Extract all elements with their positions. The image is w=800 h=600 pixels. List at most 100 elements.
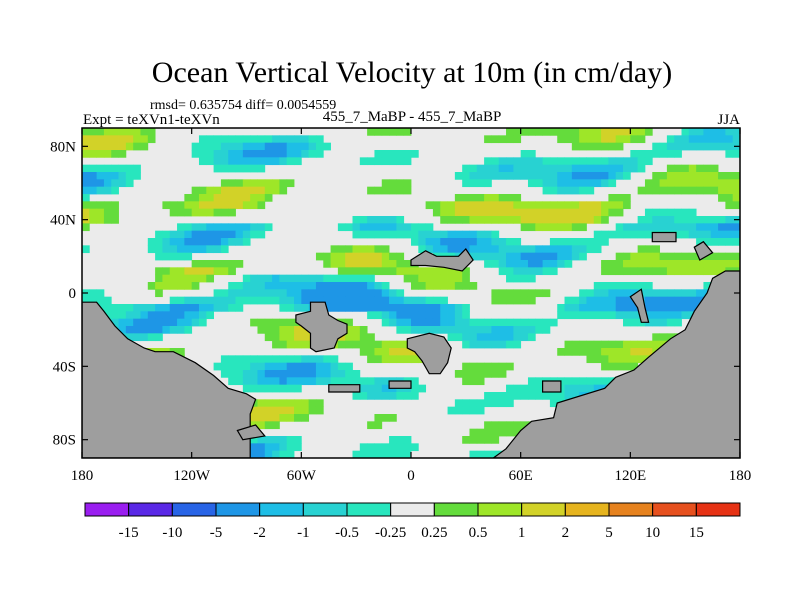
field-cell xyxy=(593,355,602,364)
field-cell xyxy=(623,362,631,371)
field-cell xyxy=(359,304,368,312)
field-cell xyxy=(615,304,624,312)
field-cell xyxy=(345,267,353,276)
field-cell xyxy=(630,267,639,276)
field-cell xyxy=(527,260,536,268)
field-cell xyxy=(286,179,295,188)
field-cell xyxy=(564,340,573,349)
field-cell xyxy=(688,186,697,195)
field-cell xyxy=(257,450,266,458)
field-cell xyxy=(593,289,602,298)
field-cell xyxy=(579,172,587,180)
field-cell xyxy=(286,399,295,408)
field-cell xyxy=(411,296,419,305)
field-cell xyxy=(118,326,127,334)
field-cell xyxy=(593,164,602,173)
field-cell xyxy=(403,128,412,136)
field-cell xyxy=(389,157,397,166)
field-cell xyxy=(696,142,704,151)
field-cell xyxy=(623,157,631,166)
field-cell xyxy=(425,201,434,210)
field-cell xyxy=(542,216,551,224)
colorbar-label: 0.5 xyxy=(469,525,488,541)
field-cell xyxy=(118,172,127,180)
field-cell xyxy=(666,289,675,298)
field-cell xyxy=(220,362,229,371)
field-cell xyxy=(601,348,609,356)
field-cell xyxy=(308,296,317,305)
field-cell xyxy=(374,384,383,393)
field-cell xyxy=(630,362,639,371)
field-cell xyxy=(264,370,273,378)
field-cell xyxy=(637,230,646,239)
field-cell xyxy=(89,201,98,210)
field-cell xyxy=(82,245,90,254)
field-cell xyxy=(272,179,280,188)
field-cell xyxy=(411,282,419,290)
field-cell xyxy=(601,201,609,210)
field-cell xyxy=(367,128,375,136)
field-cell xyxy=(198,186,207,195)
field-cell xyxy=(623,296,631,305)
field-cell xyxy=(469,179,478,188)
field-cell xyxy=(542,392,551,400)
field-cell xyxy=(476,172,485,180)
field-cell xyxy=(527,172,536,180)
field-cell xyxy=(593,384,602,393)
field-cell xyxy=(242,384,251,393)
field-cell xyxy=(337,377,346,386)
field-cell xyxy=(184,252,193,261)
field-cell xyxy=(264,355,273,364)
field-cell xyxy=(506,289,514,298)
field-cell xyxy=(491,157,500,166)
field-cell xyxy=(250,406,258,415)
field-cell xyxy=(484,135,492,144)
field-cell xyxy=(506,164,514,173)
field-cell xyxy=(381,267,390,276)
field-cell xyxy=(359,340,368,349)
field-cell xyxy=(381,252,390,261)
field-cell xyxy=(601,355,609,364)
field-cell xyxy=(454,282,463,290)
field-cell xyxy=(571,340,580,349)
field-cell xyxy=(520,392,529,400)
field-cell xyxy=(169,252,178,261)
field-cell xyxy=(272,340,280,349)
field-cell xyxy=(315,370,324,378)
field-cell xyxy=(279,399,288,408)
field-cell xyxy=(228,179,236,188)
field-cell xyxy=(725,216,734,224)
field-cell xyxy=(359,289,368,298)
field-cell xyxy=(374,267,383,276)
field-cell xyxy=(323,289,331,298)
field-cell xyxy=(469,370,478,378)
field-cell xyxy=(601,179,609,188)
field-cell xyxy=(579,252,587,261)
field-cell xyxy=(579,245,587,254)
field-cell xyxy=(644,208,653,217)
field-cell xyxy=(623,348,631,356)
land-polygon xyxy=(295,301,348,353)
field-cell xyxy=(630,355,639,364)
field-cell xyxy=(242,157,251,166)
field-cell xyxy=(235,377,244,386)
field-cell xyxy=(301,414,310,422)
field-cell xyxy=(506,333,514,342)
field-cell xyxy=(118,150,127,158)
field-cell xyxy=(571,304,580,312)
field-cell xyxy=(593,208,602,217)
field-cell xyxy=(184,274,193,283)
field-cell xyxy=(454,238,463,246)
field-cell xyxy=(535,245,543,254)
field-cell xyxy=(535,179,543,188)
field-cell xyxy=(257,414,266,422)
field-cell xyxy=(615,172,624,180)
field-cell xyxy=(352,267,361,276)
field-cell xyxy=(666,267,675,276)
field-cell xyxy=(542,201,551,210)
field-cell xyxy=(272,377,280,386)
field-cell xyxy=(462,370,470,378)
field-cell xyxy=(601,260,609,268)
field-cell xyxy=(571,208,580,217)
field-cell xyxy=(732,194,740,202)
